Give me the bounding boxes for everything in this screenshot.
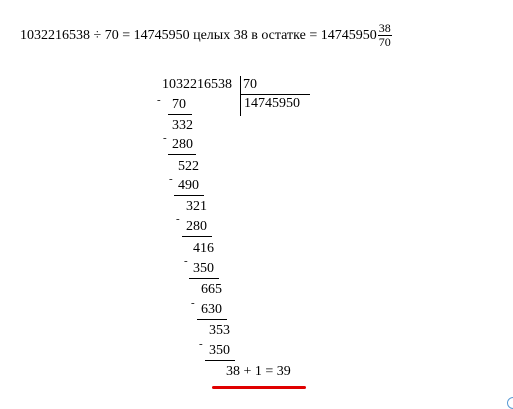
eq-op: ÷ [93, 27, 102, 43]
ld-sub-3: 490 [178, 178, 199, 193]
eq-quotient: 14745950 [133, 27, 190, 43]
eq-frac-denominator: 70 [378, 35, 391, 49]
ld-rem-5: 665 [201, 282, 222, 297]
ld-divisor: 70 [243, 77, 257, 92]
ld-line-4 [182, 236, 212, 237]
ld-sub-5: 350 [193, 261, 214, 276]
ld-sub-2: 280 [172, 137, 193, 152]
ld-rem-6: 353 [209, 323, 230, 338]
ld-line-5 [189, 278, 219, 279]
ld-line-2 [168, 154, 196, 155]
ld-minus: - [163, 132, 167, 144]
ld-minus: - [199, 338, 203, 350]
ld-minus: - [157, 94, 161, 106]
equation-line: 1032216538 ÷ 70 = 14745950 целых 38 в ос… [20, 22, 392, 49]
ld-line-1 [168, 114, 192, 115]
ld-sub-1: 70 [172, 97, 186, 112]
eq-frac-numerator: 38 [377, 21, 392, 36]
eq-remainder: 38 [233, 27, 248, 43]
ld-minus: - [184, 255, 188, 267]
ld-line-7 [205, 360, 235, 361]
eq-equals-2: = [309, 27, 318, 43]
eq-dividend: 1032216538 [20, 27, 90, 43]
ld-rem-1: 332 [172, 118, 193, 133]
ld-line-6 [197, 319, 227, 320]
ld-divider-horizontal [240, 94, 310, 95]
ld-rem-3: 321 [186, 199, 207, 214]
ld-rem-4: 416 [193, 241, 214, 256]
ld-minus: - [176, 213, 180, 225]
eq-remainder-text: в остатке [251, 27, 306, 43]
ld-sub-4: 280 [186, 219, 207, 234]
corner-circle-icon [507, 397, 513, 409]
eq-mixed-whole: 14745950 [320, 27, 377, 43]
ld-sub-7: 350 [209, 343, 230, 358]
ld-line-3 [174, 195, 204, 196]
eq-whole-word: целых [193, 27, 231, 43]
ld-dividend: 1032216538 [162, 77, 232, 92]
ld-minus: - [169, 173, 173, 185]
ld-divider-vertical [240, 76, 241, 116]
ld-quotient: 14745950 [244, 96, 300, 111]
eq-fraction: 38 70 [377, 21, 392, 49]
eq-divisor: 70 [104, 27, 119, 43]
ld-minus: - [191, 297, 195, 309]
ld-sub-6: 630 [201, 302, 222, 317]
red-underline [212, 386, 306, 389]
eq-equals: = [122, 27, 131, 43]
ld-rem-2: 522 [178, 159, 199, 174]
ld-final-note: 38 + 1 = 39 [226, 364, 291, 379]
